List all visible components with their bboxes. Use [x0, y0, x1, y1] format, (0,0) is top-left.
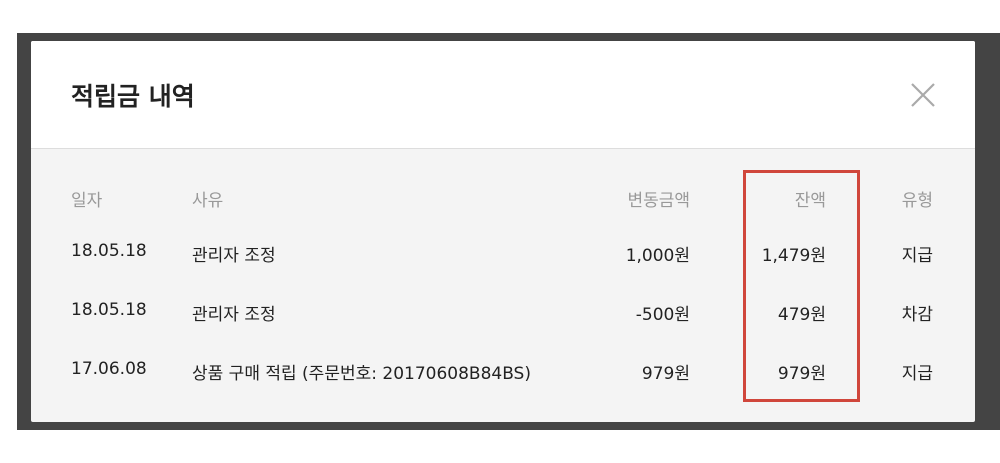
close-button[interactable]: [909, 81, 937, 109]
close-icon: [911, 83, 935, 107]
balance-highlight-box: [743, 170, 860, 402]
row-date: 17.06.08: [71, 359, 147, 379]
modal-header: 적립금 내역: [31, 41, 975, 149]
row-balance: 1,479원: [761, 246, 826, 266]
row-amount: 1,000원: [625, 246, 690, 266]
points-history-modal: 적립금 내역 일자 사유 변동금액 잔액 유형 18.05.18 관리자 조정 …: [31, 41, 975, 422]
modal-title: 적립금 내역: [71, 82, 195, 111]
row-balance: 979원: [777, 364, 826, 384]
row-reason: 관리자 조정: [192, 246, 276, 266]
row-type: 차감: [901, 305, 933, 325]
col-reason: 사유: [192, 191, 224, 211]
row-amount: -500원: [635, 305, 690, 325]
table-header: 일자 사유 변동금액 잔액 유형: [31, 186, 975, 216]
row-type: 지급: [901, 364, 933, 384]
row-balance: 479원: [777, 305, 826, 325]
row-date: 18.05.18: [71, 241, 147, 261]
row-date: 18.05.18: [71, 300, 147, 320]
col-amount: 변동금액: [627, 191, 690, 211]
row-type: 지급: [901, 246, 933, 266]
row-reason: 상품 구매 적립 (주문번호: 20170608B84BS): [192, 364, 531, 384]
col-balance: 잔액: [794, 191, 826, 211]
row-amount: 979원: [641, 364, 690, 384]
col-date: 일자: [71, 191, 103, 211]
row-reason: 관리자 조정: [192, 305, 276, 325]
col-type: 유형: [901, 191, 933, 211]
table-row: 18.05.18 관리자 조정 -500원 479원 차감: [31, 300, 975, 330]
table-row: 17.06.08 상품 구매 적립 (주문번호: 20170608B84BS) …: [31, 359, 975, 389]
table-row: 18.05.18 관리자 조정 1,000원 1,479원 지급: [31, 241, 975, 271]
